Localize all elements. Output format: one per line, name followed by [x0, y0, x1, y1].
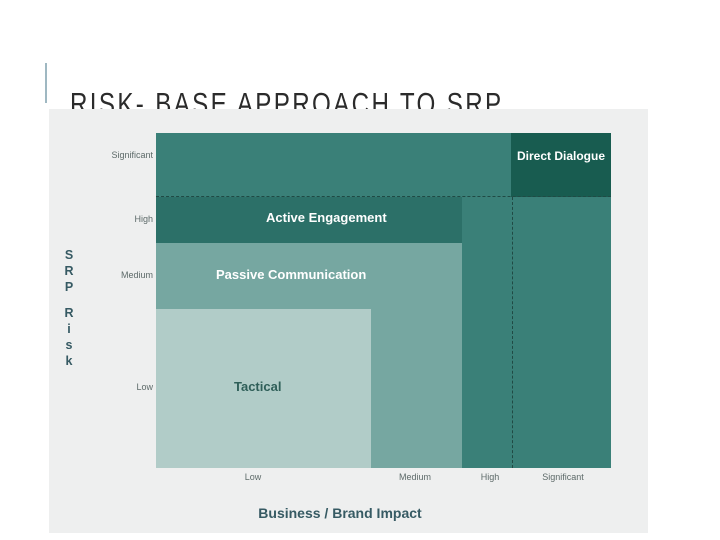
zone-direct-dialogue — [511, 133, 611, 197]
tactical-label: Tactical — [234, 379, 282, 394]
title-accent-bar — [45, 63, 47, 103]
y-axis-title-gap — [61, 295, 77, 305]
y-tick-low: Low — [136, 382, 153, 392]
y-axis-title-char: i — [67, 322, 71, 336]
y-axis-title-char: k — [65, 354, 73, 368]
zone-tactical — [156, 309, 371, 468]
active-engagement-label: Active Engagement — [266, 210, 387, 225]
y-tick-significant: Significant — [111, 150, 153, 160]
y-axis-title-char: P — [64, 280, 74, 294]
dashed-divider-horizontal — [156, 196, 611, 197]
y-axis-title-char: R — [64, 306, 74, 320]
x-tick-high: High — [480, 472, 500, 482]
y-axis-title-char: s — [65, 338, 73, 352]
x-tick-significant: Significant — [542, 472, 584, 482]
risk-matrix-figure: Direct Dialogue Active Engagement Passiv… — [49, 109, 648, 533]
x-tick-low: Low — [244, 472, 262, 482]
x-tick-medium: Medium — [398, 472, 431, 482]
y-axis-title-char: R — [64, 264, 74, 278]
passive-communication-label: Passive Communication — [216, 267, 367, 282]
y-tick-medium: Medium — [120, 270, 153, 280]
y-tick-high: High — [134, 214, 153, 224]
x-axis-title: Business / Brand Impact — [258, 505, 422, 521]
y-axis-title: S R P R i s k — [61, 247, 77, 369]
dashed-divider-vertical — [512, 197, 513, 468]
direct-dialogue-label: Direct Dialogue — [516, 149, 606, 163]
y-axis-title-char: S — [64, 248, 74, 262]
